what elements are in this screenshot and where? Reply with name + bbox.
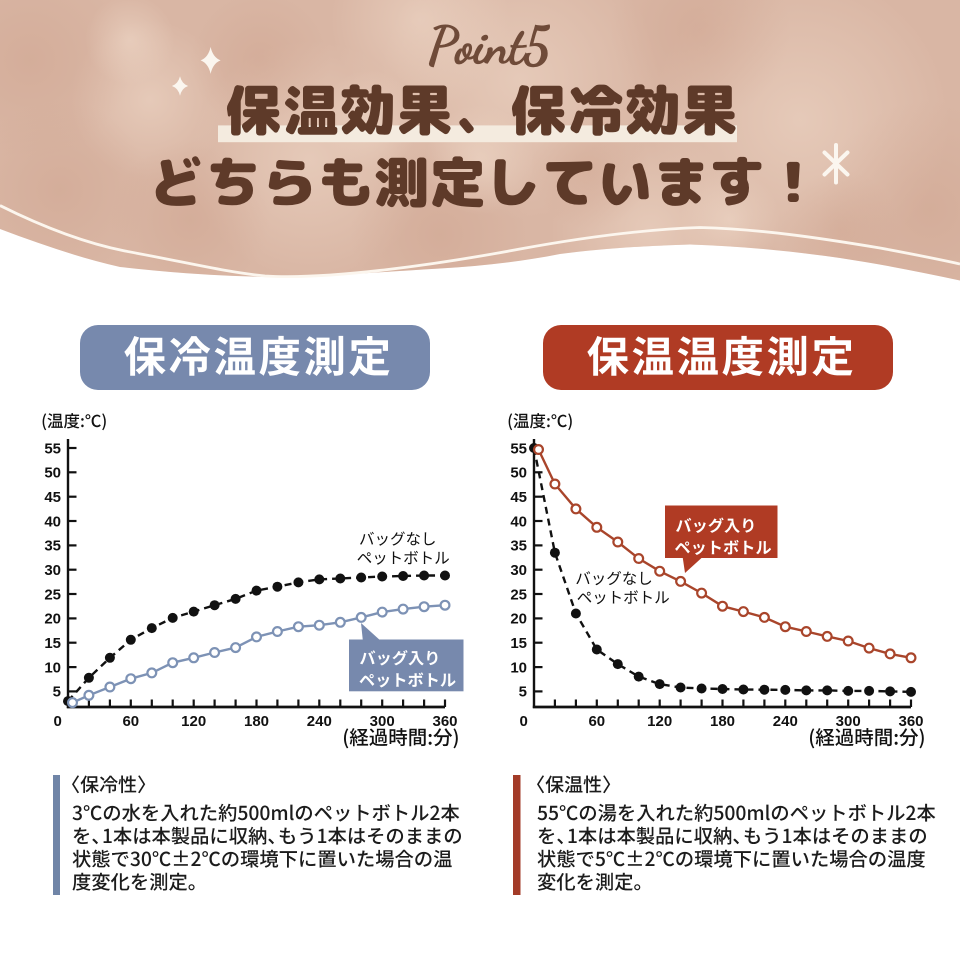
svg-text:30: 30: [510, 562, 527, 579]
svg-text:35: 35: [44, 538, 61, 555]
svg-text:35: 35: [510, 538, 527, 555]
svg-text:240: 240: [307, 713, 332, 730]
svg-text:120: 120: [181, 713, 206, 730]
svg-text:360: 360: [432, 713, 457, 730]
svg-text:25: 25: [510, 586, 527, 603]
svg-text:300: 300: [836, 713, 861, 730]
svg-text:120: 120: [647, 713, 672, 730]
svg-text:45: 45: [510, 489, 527, 506]
svg-text:5: 5: [53, 684, 61, 701]
svg-text:10: 10: [510, 659, 527, 676]
svg-text:50: 50: [510, 465, 527, 482]
svg-text:10: 10: [44, 659, 61, 676]
svg-text:60: 60: [588, 713, 605, 730]
svg-text:55: 55: [44, 440, 61, 457]
svg-text:15: 15: [44, 635, 61, 652]
svg-text:20: 20: [44, 611, 61, 628]
svg-text:5: 5: [519, 684, 527, 701]
svg-text:180: 180: [710, 713, 735, 730]
svg-text:0: 0: [54, 713, 62, 730]
svg-text:0: 0: [520, 713, 528, 730]
svg-text:300: 300: [370, 713, 395, 730]
svg-text:15: 15: [510, 635, 527, 652]
svg-text:55: 55: [510, 440, 527, 457]
svg-text:240: 240: [773, 713, 798, 730]
svg-text:180: 180: [244, 713, 269, 730]
svg-text:40: 40: [510, 513, 527, 530]
svg-text:25: 25: [44, 586, 61, 603]
svg-text:40: 40: [44, 513, 61, 530]
svg-text:50: 50: [44, 465, 61, 482]
svg-text:20: 20: [510, 611, 527, 628]
svg-text:60: 60: [122, 713, 139, 730]
svg-text:360: 360: [898, 713, 923, 730]
svg-text:30: 30: [44, 562, 61, 579]
svg-text:45: 45: [44, 489, 61, 506]
